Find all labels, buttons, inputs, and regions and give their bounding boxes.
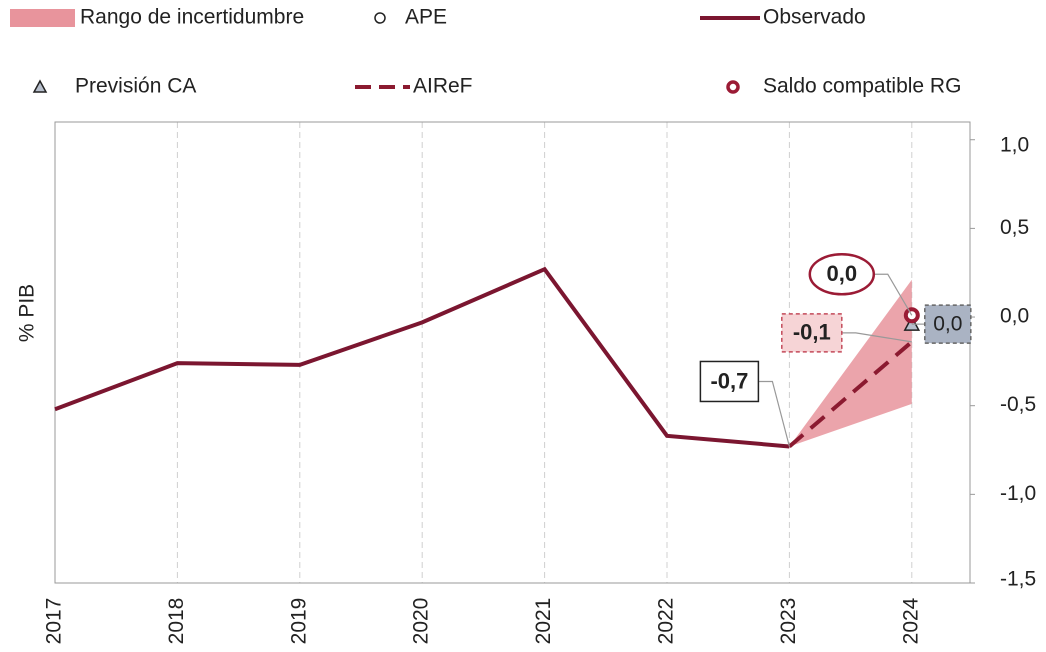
x-tick-label: 2023 xyxy=(777,598,800,645)
x-tick-label: 2019 xyxy=(287,598,310,645)
label-frame xyxy=(699,360,760,403)
leader-line xyxy=(841,332,912,343)
y-axis-label: % PIB xyxy=(16,284,39,342)
legend-item: AIReF xyxy=(355,75,473,98)
y-tick-label: -0,5 xyxy=(1000,393,1036,416)
legend-swatch xyxy=(10,9,75,27)
legend-item: Previsión CA xyxy=(32,75,196,98)
legend-label: APE xyxy=(405,6,447,29)
legend-item: Saldo compatible RG xyxy=(726,75,961,98)
x-tick-label: 2024 xyxy=(899,597,922,644)
legend-item: Observado xyxy=(700,6,866,29)
data-label: 0,0 xyxy=(827,261,858,286)
legend-swatch xyxy=(374,12,386,24)
label-frame xyxy=(924,304,972,344)
uncertainty-band xyxy=(789,279,912,447)
legend-swatch xyxy=(32,79,48,93)
y-tick-label: 1,0 xyxy=(1000,133,1029,156)
plot-frame xyxy=(54,121,971,584)
x-tick-label: 2017 xyxy=(43,598,66,645)
x-tick-label: 2018 xyxy=(165,598,188,645)
legend-item: Rango de incertidumbre xyxy=(10,6,304,29)
legend-label: Previsión CA xyxy=(75,75,196,98)
data-label: -0,1 xyxy=(793,320,831,345)
label-frame xyxy=(781,313,843,353)
legend-item: APE xyxy=(374,6,447,29)
legend-label: Observado xyxy=(763,6,866,29)
leader-line xyxy=(873,273,913,316)
legend-swatch xyxy=(726,80,740,94)
y-tick-label: -1,0 xyxy=(1000,482,1036,505)
legend-label: Rango de incertidumbre xyxy=(80,6,304,29)
data-label: 0,0 xyxy=(933,313,962,336)
leader-line xyxy=(758,380,790,447)
y-tick-label: 0,0 xyxy=(1000,305,1029,328)
y-tick-label: 0,5 xyxy=(1000,216,1029,239)
data-label: -0,7 xyxy=(710,368,748,393)
label-frame xyxy=(808,253,876,296)
x-tick-label: 2020 xyxy=(410,598,433,645)
x-tick-label: 2021 xyxy=(532,598,555,645)
x-tick-label: 2022 xyxy=(655,598,678,645)
legend-label: AIReF xyxy=(413,75,473,98)
legend-label: Saldo compatible RG xyxy=(763,75,961,98)
observed-line xyxy=(54,266,790,449)
y-tick-label: -1,5 xyxy=(1000,568,1036,591)
